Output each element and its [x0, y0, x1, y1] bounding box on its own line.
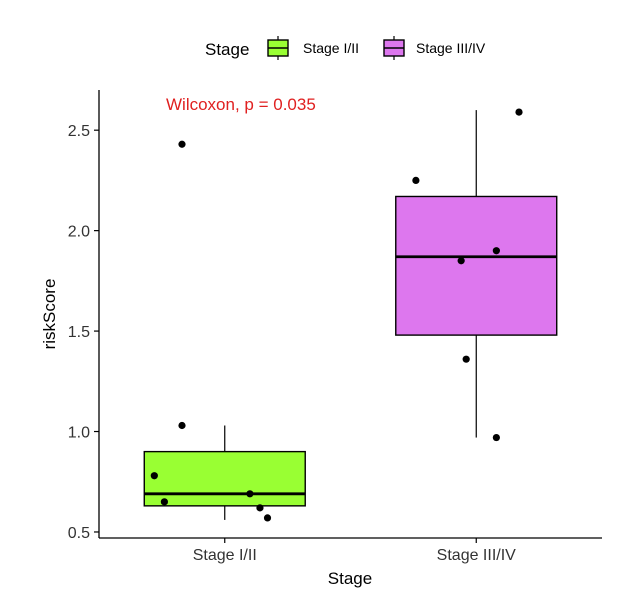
- boxes: [143, 110, 558, 520]
- plot-panel: 0.5 1.0 1.5 2.0 2.5 Stage I/II Stage III/IV W…: [68, 90, 602, 564]
- legend-label-stage-iii-iv: Stage III/IV: [416, 40, 486, 56]
- y-tick-label: 1.5: [68, 324, 90, 341]
- wilcoxon-annotation: Wilcoxon, p = 0.035: [166, 95, 316, 114]
- iqr-box: [143, 450, 306, 507]
- data-point: [492, 433, 500, 442]
- y-tick-label: 2.0: [68, 224, 90, 241]
- legend: Stage Stage I/II Stage III/IV: [205, 36, 486, 60]
- legend-key-stage-iii-iv: [383, 36, 405, 60]
- data-point: [150, 472, 158, 480]
- y-tick-label: 2.5: [68, 123, 90, 140]
- x-tick-label: Stage I/II: [193, 547, 257, 564]
- x-axis-title: Stage: [328, 569, 372, 588]
- y-ticks: 0.5 1.0 1.5 2.0 2.5: [68, 123, 99, 542]
- y-axis-title: riskScore: [40, 279, 59, 350]
- data-point: [263, 514, 272, 522]
- data-point: [462, 355, 470, 363]
- legend-key-stage-i-ii: [267, 36, 289, 60]
- data-points: [150, 108, 523, 522]
- legend-label-stage-i-ii: Stage I/II: [303, 40, 359, 56]
- data-point: [246, 490, 254, 498]
- data-point: [256, 504, 264, 512]
- box-stage-iii-iv: [395, 110, 558, 438]
- y-tick-label: 1.0: [68, 425, 90, 442]
- data-point: [160, 498, 168, 506]
- x-ticks: Stage I/II Stage III/IV: [193, 538, 516, 564]
- iqr-box: [395, 195, 558, 336]
- x-tick-label: Stage III/IV: [437, 547, 516, 564]
- data-point: [492, 247, 500, 255]
- legend-title: Stage: [205, 40, 249, 59]
- data-point: [178, 421, 186, 430]
- data-point: [457, 257, 465, 265]
- box-stage-i-ii: [143, 425, 306, 520]
- y-tick-label: 0.5: [68, 525, 90, 542]
- data-point: [515, 108, 523, 116]
- data-point: [178, 140, 186, 148]
- data-point: [412, 176, 420, 185]
